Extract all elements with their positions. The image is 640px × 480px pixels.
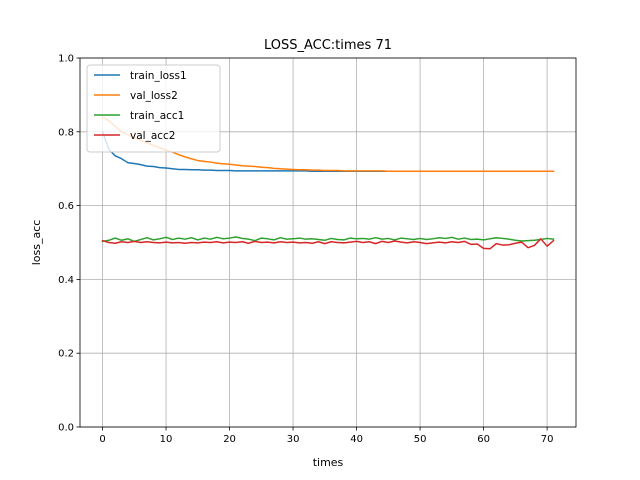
x-tick-label: 70: [541, 434, 554, 445]
x-tick-label: 60: [477, 434, 490, 445]
y-tick-label: 0.0: [58, 423, 74, 434]
y-tick-label: 1.0: [58, 54, 74, 65]
legend-label: val_acc2: [130, 130, 175, 142]
x-tick-label: 50: [414, 434, 427, 445]
y-tick-label: 0.4: [58, 275, 74, 286]
ticks: 0 10 20 30 40 50 60 70 0.0 0.2 0.4 0.6 0.8 1.0: [58, 54, 553, 446]
legend-box: [86, 64, 221, 153]
x-tick-label: 10: [160, 434, 173, 445]
x-tick-label: 0: [99, 434, 105, 445]
x-tick-label: 20: [223, 434, 236, 445]
x-tick-label: 40: [350, 434, 363, 445]
series-layer: [101, 116, 555, 250]
series-line-val-acc2: [101, 238, 555, 250]
legend-label: val_loss2: [130, 90, 178, 102]
series-line-train-acc1: [101, 236, 555, 243]
chart-title: LOSS_ACC:times 71: [264, 38, 392, 53]
y-axis-label: loss_acc: [30, 220, 43, 266]
series-line-val-loss2: [101, 116, 555, 173]
legend-label: train_acc1: [130, 110, 184, 122]
y-tick-label: 0.6: [58, 201, 74, 212]
axes-frame: [79, 57, 577, 428]
x-tick-label: 30: [287, 434, 300, 445]
y-tick-label: 0.2: [58, 349, 74, 360]
legend-label: train_loss1: [130, 70, 187, 82]
x-axis-label: times: [313, 456, 344, 469]
y-tick-label: 0.8: [58, 127, 74, 138]
legend: train_loss1 val_loss2 train_acc1 val_acc2: [86, 64, 221, 153]
